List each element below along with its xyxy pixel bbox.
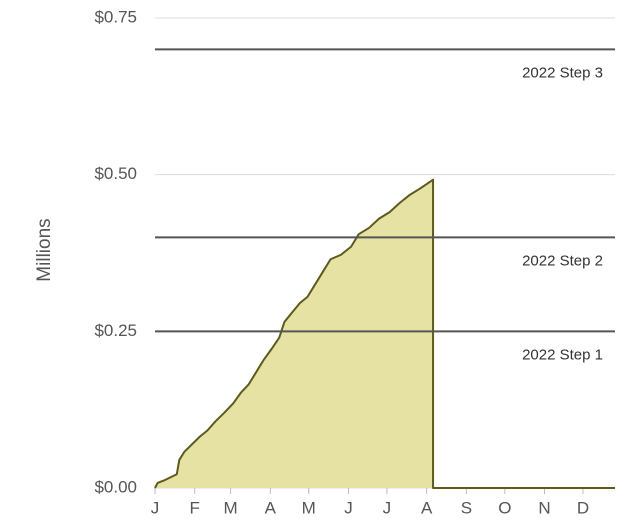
reference-label: 2022 Step 3 <box>522 64 603 81</box>
x-tick-label: M <box>224 498 238 517</box>
x-tick-label: D <box>577 498 589 517</box>
x-tick-label: J <box>151 498 160 517</box>
x-tick-label: F <box>190 498 200 517</box>
area <box>155 179 615 488</box>
y-tick-label: $0.75 <box>94 7 137 26</box>
reference-label: 2022 Step 1 <box>522 346 603 363</box>
x-tick-label: A <box>265 498 277 517</box>
y-tick-label: $0.50 <box>94 164 137 183</box>
y-axis-label: Millions <box>34 218 55 281</box>
area-line <box>154 178 615 489</box>
x-tick-label: S <box>461 498 472 517</box>
reference-label: 2022 Step 2 <box>522 252 603 269</box>
x-tick-label: N <box>538 498 550 517</box>
y-tick-label: $0.00 <box>94 477 137 496</box>
x-tick-label: J <box>383 498 392 517</box>
x-tick-label: J <box>344 498 353 517</box>
y-tick-label: $0.25 <box>94 321 137 340</box>
x-tick-label: O <box>498 498 511 517</box>
x-tick-label: A <box>421 498 433 517</box>
x-tick-label: M <box>302 498 316 517</box>
